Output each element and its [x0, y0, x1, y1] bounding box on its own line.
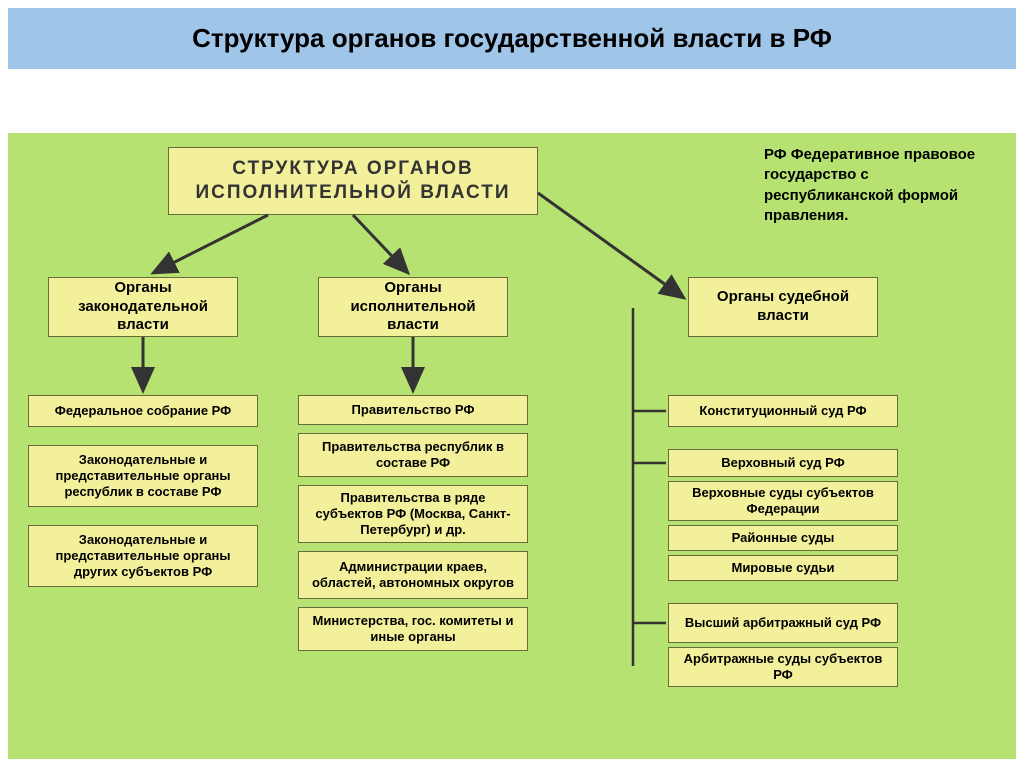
leg-item-0: Федеральное собрание РФ [28, 395, 258, 427]
jud-g2-1: Верховные суды субъектов Федерации [668, 481, 898, 521]
root-label: СТРУКТУРА ОРГАНОВ ИСПОЛНИТЕЛЬНОЙ ВЛАСТИ [177, 157, 529, 205]
leaf-label: Законодательные и представительные орган… [37, 452, 249, 501]
leg-item-1: Законодательные и представительные орган… [28, 445, 258, 507]
leaf-label: Федеральное собрание РФ [55, 403, 232, 419]
exec-item-1: Правительства республик в составе РФ [298, 433, 528, 477]
slide: Структура органов государственной власти… [8, 8, 1016, 759]
leaf-label: Администрации краев, областей, автономны… [307, 559, 519, 592]
jud-g3-1: Арбитражные суды субъектов РФ [668, 647, 898, 687]
leaf-label: Правительство РФ [352, 402, 475, 418]
leaf-label: Верховные суды субъектов Федерации [677, 485, 889, 518]
branch-executive: Органы исполнительной власти [318, 277, 508, 337]
leaf-label: Высший арбитражный суд РФ [685, 615, 881, 631]
branch-judicial: Органы судебной власти [688, 277, 878, 337]
exec-item-3: Администрации краев, областей, автономны… [298, 551, 528, 599]
diagram: РФ Федеративное правовое государство с р… [8, 133, 1016, 759]
exec-item-4: Министерства, гос. комитеты и иные орган… [298, 607, 528, 651]
page-title: Структура органов государственной власти… [8, 8, 1016, 69]
branch-label: Органы законодательной власти [57, 279, 229, 335]
leaf-label: Правительства республик в составе РФ [307, 439, 519, 472]
root-box: СТРУКТУРА ОРГАНОВ ИСПОЛНИТЕЛЬНОЙ ВЛАСТИ [168, 147, 538, 215]
jud-g2-2: Районные суды [668, 525, 898, 551]
leaf-label: Правительства в ряде субъектов РФ (Москв… [307, 490, 519, 539]
jud-g3-0: Высший арбитражный суд РФ [668, 603, 898, 643]
jud-g1-0: Конституционный суд РФ [668, 395, 898, 427]
exec-item-0: Правительство РФ [298, 395, 528, 425]
leaf-label: Конституционный суд РФ [699, 403, 866, 419]
leaf-label: Районные суды [732, 530, 835, 546]
leaf-label: Верховный суд РФ [721, 455, 844, 471]
branch-label: Органы судебной власти [697, 288, 869, 326]
jud-g2-3: Мировые судьи [668, 555, 898, 581]
jud-g2-0: Верховный суд РФ [668, 449, 898, 477]
leg-item-2: Законодательные и представительные орган… [28, 525, 258, 587]
branch-legislative: Органы законодательной власти [48, 277, 238, 337]
branch-label: Органы исполнительной власти [327, 279, 499, 335]
exec-item-2: Правительства в ряде субъектов РФ (Москв… [298, 485, 528, 543]
leaf-label: Мировые судьи [731, 560, 834, 576]
leaf-label: Законодательные и представительные орган… [37, 532, 249, 581]
leaf-label: Министерства, гос. комитеты и иные орган… [307, 613, 519, 646]
side-note: РФ Федеративное правовое государство с р… [764, 145, 994, 226]
leaf-label: Арбитражные суды субъектов РФ [677, 651, 889, 684]
